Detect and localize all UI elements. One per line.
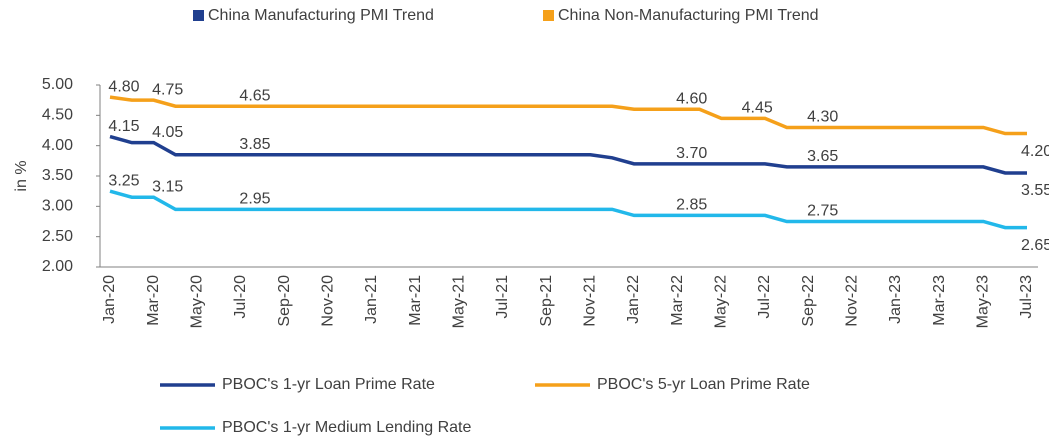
data-label: 2.75 bbox=[807, 203, 838, 220]
data-label: 3.15 bbox=[152, 178, 183, 195]
data-label: 3.65 bbox=[807, 148, 838, 165]
y-tick-label: 5.00 bbox=[42, 76, 73, 93]
legend-label: PBOC's 5-yr Loan Prime Rate bbox=[597, 376, 810, 393]
x-tick-label: May-23 bbox=[975, 275, 992, 328]
y-tick-label: 3.50 bbox=[42, 167, 73, 184]
legend-swatch bbox=[193, 10, 204, 21]
series-line bbox=[109, 134, 1027, 175]
data-label: 3.70 bbox=[676, 145, 707, 162]
x-tick-label: Nov-20 bbox=[320, 275, 337, 327]
x-tick-label: May-22 bbox=[713, 275, 730, 328]
x-tick-label: Sep-20 bbox=[276, 275, 293, 327]
y-tick-label: 4.00 bbox=[42, 137, 73, 154]
data-label: 2.65 bbox=[1021, 237, 1049, 254]
data-label: 4.75 bbox=[152, 81, 183, 98]
x-tick-label: Jan-22 bbox=[625, 275, 642, 324]
y-tick-label: 2.00 bbox=[42, 258, 73, 275]
legend-swatch bbox=[543, 10, 554, 21]
series-line bbox=[109, 189, 1027, 230]
data-label: 4.60 bbox=[676, 90, 707, 107]
series-line bbox=[109, 95, 1027, 136]
x-tick-label: May-21 bbox=[451, 275, 468, 328]
x-tick-label: Jul-20 bbox=[232, 275, 249, 319]
x-tick-label: Sep-21 bbox=[538, 275, 555, 327]
x-tick-label: Sep-22 bbox=[800, 275, 817, 327]
x-tick-label: Jul-23 bbox=[1018, 275, 1035, 319]
legend-label: China Non-Manufacturing PMI Trend bbox=[558, 7, 819, 24]
x-tick-label: May-20 bbox=[189, 275, 206, 328]
y-tick-label: 3.00 bbox=[42, 198, 73, 215]
data-label: 4.45 bbox=[742, 100, 773, 117]
data-label: 2.95 bbox=[239, 191, 270, 208]
x-tick-label: Mar-21 bbox=[407, 275, 424, 326]
x-tick-label: Mar-22 bbox=[669, 275, 686, 326]
x-tick-label: Mar-23 bbox=[931, 275, 948, 326]
y-axis-label: in % bbox=[13, 160, 30, 191]
legend-label: PBOC's 1-yr Loan Prime Rate bbox=[222, 376, 435, 393]
data-label: 4.80 bbox=[108, 78, 139, 95]
legend-label: PBOC's 1-yr Medium Lending Rate bbox=[222, 419, 471, 436]
x-tick-label: Nov-21 bbox=[582, 275, 599, 327]
data-label: 4.30 bbox=[807, 109, 838, 126]
data-label: 3.85 bbox=[239, 136, 270, 153]
x-tick-label: Jan-21 bbox=[363, 275, 380, 324]
legend-label: China Manufacturing PMI Trend bbox=[208, 7, 434, 24]
data-label: 4.65 bbox=[239, 87, 270, 104]
x-tick-label: Jul-22 bbox=[756, 275, 773, 319]
data-label: 3.55 bbox=[1021, 182, 1049, 199]
data-label: 4.05 bbox=[152, 124, 183, 141]
data-label: 4.15 bbox=[108, 118, 139, 135]
y-tick-label: 4.50 bbox=[42, 107, 73, 124]
data-label: 3.25 bbox=[108, 172, 139, 189]
x-tick-label: Nov-22 bbox=[844, 275, 861, 327]
x-tick-label: Jan-23 bbox=[887, 275, 904, 324]
y-tick-label: 2.50 bbox=[42, 228, 73, 245]
x-tick-label: Jan-20 bbox=[101, 275, 118, 324]
x-tick-label: Jul-21 bbox=[494, 275, 511, 319]
x-tick-label: Mar-20 bbox=[145, 275, 162, 326]
data-label: 2.85 bbox=[676, 197, 707, 214]
data-label: 4.20 bbox=[1021, 143, 1049, 160]
